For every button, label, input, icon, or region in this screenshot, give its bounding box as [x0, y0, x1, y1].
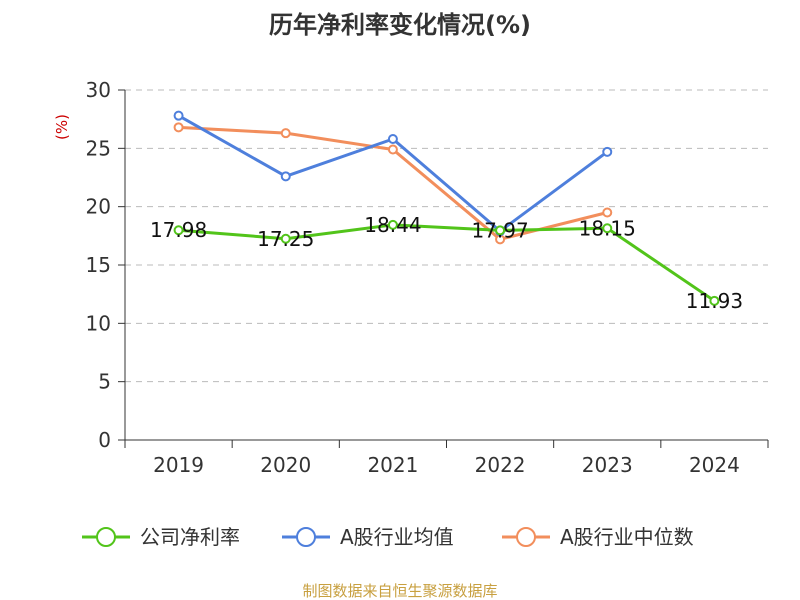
data-point-2 [387, 134, 398, 144]
data-point-2 [173, 110, 184, 121]
y-tick-label: 30 [86, 78, 111, 102]
x-tick-label: 2023 [582, 453, 633, 477]
data-point-1 [602, 223, 613, 234]
series-line-1 [177, 223, 716, 303]
legend-swatch-marker [516, 527, 536, 547]
data-label: 18.44 [364, 213, 421, 237]
chart-title: 历年净利率变化情况(%) [269, 11, 531, 39]
series-lines [173, 110, 720, 306]
legend-label: 公司净利率 [140, 525, 240, 549]
data-label: 17.97 [471, 218, 528, 242]
source-note: 制图数据来自恒生聚源数据库 [302, 582, 497, 600]
x-tick-label: 2021 [367, 453, 418, 477]
y-tick-label: 0 [98, 428, 111, 452]
axes [118, 89, 769, 448]
y-axis-unit-label: (%) [53, 114, 71, 140]
legend-label: A股行业均值 [340, 525, 454, 549]
x-tick-label: 2022 [475, 453, 526, 477]
y-tick-label: 5 [98, 370, 111, 394]
y-tick-label: 10 [86, 311, 111, 335]
data-label: 18.15 [579, 216, 636, 240]
data-point-3 [602, 207, 613, 218]
data-point-2 [602, 146, 613, 157]
data-point-1 [280, 233, 291, 244]
x-tick-labels: 2019 2020 2021 2022 2023 2024 [153, 453, 740, 477]
data-point-1 [709, 295, 720, 306]
x-tick-label: 2019 [153, 453, 204, 477]
legend-swatch-marker [296, 527, 316, 547]
data-labels: 17.98 17.25 18.44 17.97 18.15 11.93 [150, 213, 743, 313]
data-point-3 [387, 144, 398, 155]
data-label: 17.98 [150, 218, 207, 242]
data-point-2 [280, 171, 291, 182]
data-label: 17.25 [257, 227, 314, 251]
y-tick-labels: 0 5 10 15 20 25 30 [86, 78, 111, 452]
data-point-3 [280, 128, 291, 139]
y-tick-label: 20 [86, 195, 111, 219]
data-label: 11.93 [686, 289, 743, 313]
legend-swatch-marker [96, 527, 116, 547]
y-tick-label: 25 [86, 136, 111, 160]
x-tick-label: 2024 [689, 453, 740, 477]
data-point-1 [495, 225, 506, 236]
data-point-3 [173, 122, 184, 133]
data-point-1 [173, 225, 184, 236]
data-point-1 [387, 219, 398, 230]
legend-label: A股行业中位数 [560, 525, 694, 549]
x-tick-label: 2020 [260, 453, 311, 477]
y-tick-label: 15 [86, 253, 111, 277]
legend: 公司净利率 A股行业均值 A股行业中位数 [82, 525, 694, 549]
grid-lines [125, 89, 768, 383]
